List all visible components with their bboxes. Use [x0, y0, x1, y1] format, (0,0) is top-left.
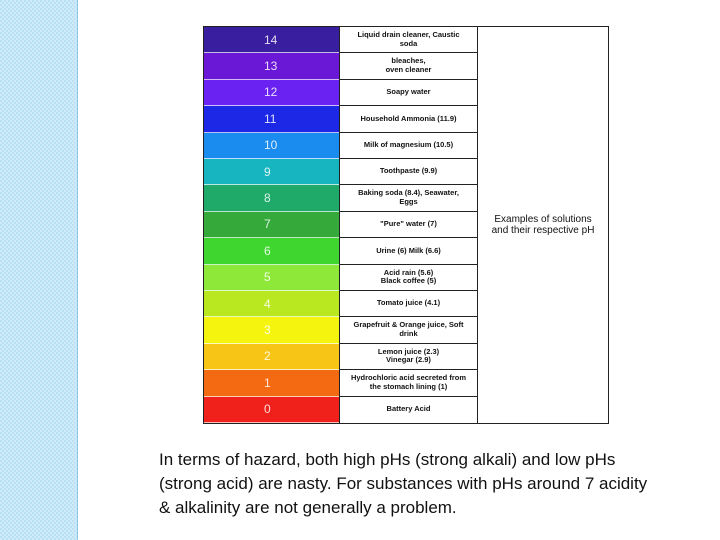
example-cell: Tomato juice (4.1) — [340, 291, 477, 318]
ph-level-cell: 2 — [204, 343, 339, 371]
ph-level-label: 8 — [264, 191, 271, 206]
ph-level-cell: 4 — [204, 291, 339, 318]
ph-level-cell: 13 — [204, 53, 339, 80]
ph-level-label: 13 — [264, 59, 278, 74]
hazard-explanation-text: In terms of hazard, both high pHs (stron… — [159, 450, 648, 517]
ph-level-cell: 12 — [204, 79, 339, 107]
ph-level-label: 1 — [264, 375, 271, 390]
ph-level-cell: 14 — [204, 27, 339, 54]
example-cell: Soapy water — [340, 80, 477, 107]
ph-level-label: 11 — [264, 111, 277, 126]
ph-level-label: 7 — [264, 217, 271, 232]
ph-level-label: 6 — [264, 243, 271, 258]
example-cell: Grapefruit & Orange juice, Soft drink — [340, 317, 477, 344]
ph-level-cell: 1 — [204, 370, 339, 397]
ph-level-label: 2 — [264, 349, 271, 364]
ph-scale-table: 14 13 12 11 10 9 8 7 6 5 4 3 2 1 0 Liquid drain cleane… — [203, 26, 609, 424]
example-cell: Milk of magnesium (10.5) — [340, 133, 477, 159]
example-cell: Liquid drain cleaner, Caustic soda — [340, 27, 477, 54]
ph-level-cell: 0 — [204, 396, 339, 423]
ph-level-label: 4 — [264, 296, 271, 311]
example-cell: Acid rain (5.6) Black coffee (5) — [340, 265, 477, 291]
example-cell: Urine (6) Milk (6.6) — [340, 238, 477, 265]
ph-level-cell: 9 — [204, 159, 339, 186]
example-cell: Battery Acid — [386, 404, 431, 414]
example-cell: "Pure" water (7) — [340, 212, 477, 239]
ph-level-label: 12 — [264, 85, 278, 100]
ph-level-cell: 8 — [204, 185, 339, 212]
slide-side-bar — [0, 0, 78, 540]
ph-level-cell: 5 — [204, 264, 339, 291]
example-cell: Household Ammonia (11.9) — [340, 106, 477, 133]
ph-level-cell: 10 — [204, 132, 339, 159]
example-cell: Hydrochloric acid secreted from the stom… — [340, 370, 477, 397]
ph-level-label: 5 — [264, 270, 271, 285]
example-cell: Lemon juice (2.3) Vinegar (2.9) — [340, 344, 477, 371]
ph-level-label: 10 — [264, 138, 278, 153]
ph-level-cell: 6 — [204, 238, 339, 265]
example-cell: Toothpaste (9.9) — [340, 159, 477, 186]
ph-level-cell: 7 — [204, 211, 339, 239]
example-column: Liquid drain cleaner, Caustic soda bleach… — [340, 27, 478, 423]
ph-level-cell: 3 — [204, 317, 339, 344]
ph-value-column: 14 13 12 11 10 9 8 7 6 5 4 3 2 1 0 — [204, 27, 340, 423]
ph-level-label: 3 — [264, 323, 271, 338]
ph-level-label: 14 — [264, 32, 278, 47]
example-cell: Baking soda (8.4), Seawater, Eggs — [340, 185, 477, 212]
table-caption: Examples of solutions and their respecti… — [491, 213, 595, 237]
ph-level-label: 9 — [264, 164, 271, 179]
ph-level-label: 0 — [264, 402, 271, 417]
ph-level-cell: 11 — [204, 106, 339, 133]
example-cell: bleaches, oven cleaner — [340, 53, 477, 80]
caption-column: Examples of solutions and their respecti… — [478, 27, 608, 423]
